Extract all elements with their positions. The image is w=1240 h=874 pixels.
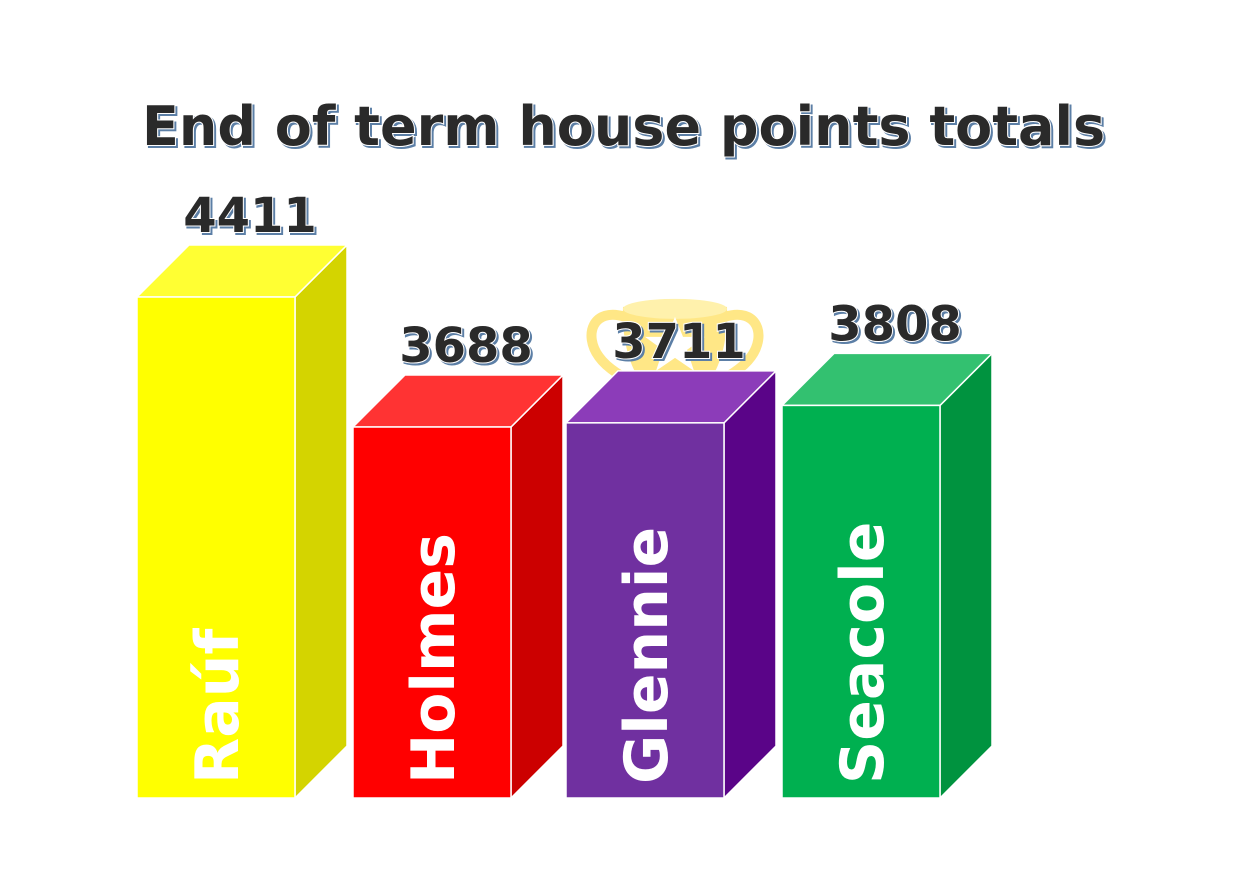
house-label-seacole: Seacole [828, 522, 898, 784]
trophy-star [645, 316, 705, 371]
value-label-holmes: 3688 [399, 318, 533, 374]
bar-rauf: Raúf 4411 [135, 187, 349, 800]
bar-front-glennie [565, 422, 725, 799]
bars-group: Raúf 4411 Holmes 3688 Glennie 3711 Seacole 3808 [135, 187, 994, 800]
bar-side-rauf [294, 243, 348, 800]
bar-holmes: Holmes 3688 [351, 317, 565, 800]
bar-front-seacole [781, 404, 941, 799]
value-label-seacole: 3808 [828, 296, 962, 352]
house-label-holmes: Holmes [399, 533, 469, 784]
bar-side-glennie [723, 369, 777, 800]
value-label-glennie: 3711 [612, 314, 746, 370]
house-label-glennie: Glennie [612, 527, 682, 784]
value-label-rauf: 4411 [183, 188, 317, 244]
bar-side-seacole [939, 351, 993, 800]
bar-front-rauf [136, 296, 296, 799]
trophy-rim [623, 298, 727, 319]
house-label-rauf: Raúf [183, 628, 253, 784]
chart-title: End of term house points totals [142, 95, 1105, 158]
bar-side-holmes [510, 373, 564, 800]
bar-glennie: Glennie 3711 [564, 313, 778, 800]
bar-front-holmes [352, 426, 512, 799]
bar-seacole: Seacole 3808 [780, 295, 994, 800]
